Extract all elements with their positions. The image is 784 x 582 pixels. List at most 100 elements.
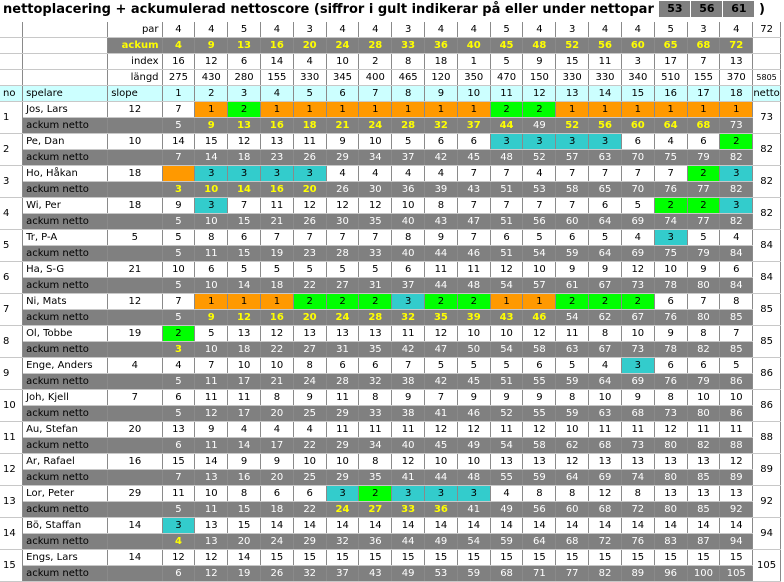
ackum-netto-hole-1: 5 [162, 373, 196, 390]
placement-hole-7: 8 [358, 389, 393, 406]
blank-cell [107, 533, 163, 550]
placement-hole-8: 10 [391, 197, 426, 214]
ackum-netto-hole-3: 19 [227, 565, 261, 582]
placement-hole-11: 15 [490, 549, 524, 566]
par-hole-9: 4 [424, 22, 458, 38]
ackum-netto-hole-16: 75 [654, 149, 688, 166]
hole-header-18: 18 [719, 85, 754, 102]
placement-hole-2: 1 [194, 293, 229, 310]
ackum-netto-hole-9: 47 [424, 341, 458, 358]
ackum-netto-hole-13: 64 [555, 469, 590, 486]
ackum-netto-hole-6: 29 [326, 437, 360, 454]
placement-hole-12: 2 [522, 101, 557, 118]
ackum-netto-hole-15: 74 [621, 469, 655, 486]
placement-hole-12: 5 [522, 229, 557, 246]
placement-hole-14: 6 [588, 197, 622, 214]
ackum-netto-hole-2: 9 [194, 309, 229, 326]
ackum-netto-hole-3: 20 [227, 533, 261, 550]
placement-hole-4: 4 [260, 421, 294, 438]
par-hole-3: 5 [227, 22, 261, 38]
ackum-netto-hole-6: 31 [326, 341, 360, 358]
placement-hole-5: 15 [293, 549, 327, 566]
placement-hole-4: 15 [260, 549, 294, 566]
placement-hole-15: 5 [621, 197, 655, 214]
placement-hole-5: 13 [293, 325, 327, 342]
player-no: 4 [0, 197, 24, 230]
player-name: Pe, Dan [22, 133, 109, 150]
placement-hole-2: 1 [194, 101, 229, 118]
placement-hole-5: 1 [293, 101, 327, 118]
ackum-netto-label: ackum netto [22, 117, 109, 134]
placement-hole-2: 8 [194, 229, 229, 246]
placement-hole-1: 7 [162, 293, 196, 310]
title-close: ) [758, 2, 765, 17]
player-slope: 7 [107, 389, 163, 406]
ackum-netto-hole-17: 85 [687, 501, 721, 518]
placement-hole-14: 1 [588, 101, 622, 118]
placement-hole-14: 12 [588, 485, 622, 502]
ackum-netto-hole-9: 45 [424, 437, 458, 454]
ackum-netto-hole-3: 14 [227, 437, 261, 454]
player-no: 1 [0, 101, 24, 134]
placement-hole-17: 5 [687, 229, 721, 246]
player-netto: 82 [752, 197, 781, 230]
placement-hole-9: 15 [424, 549, 458, 566]
blank-cell [107, 213, 163, 230]
ackum-netto-hole-8: 36 [391, 181, 426, 198]
ackum-netto-hole-1: 5 [162, 405, 196, 422]
index-hole-1: 16 [162, 53, 196, 70]
placement-hole-13: 10 [555, 421, 590, 438]
ackum-netto-hole-15: 73 [621, 437, 655, 454]
blank-cell [22, 53, 109, 70]
placement-hole-5: 8 [293, 357, 327, 374]
placement-hole-7: 12 [358, 197, 393, 214]
ackum-netto-hole-6: 32 [326, 533, 360, 550]
player-name: Ha, S-G [22, 261, 109, 278]
placement-hole-10: 10 [457, 325, 491, 342]
placement-hole-6: 4 [326, 165, 360, 182]
player-no: 5 [0, 229, 24, 262]
ackum-netto-hole-16: 64 [654, 117, 688, 134]
placement-hole-17: 7 [687, 293, 721, 310]
placement-hole-14: 7 [588, 165, 622, 182]
ackum-par-hole-6: 24 [326, 37, 360, 54]
hole-header-8: 8 [391, 85, 426, 102]
ackum-par-hole-8: 33 [391, 37, 426, 54]
ackum-netto-hole-3: 14 [227, 181, 261, 198]
placement-hole-15: 10 [621, 325, 655, 342]
placement-hole-15: 13 [621, 453, 655, 470]
ackum-netto-hole-9: 42 [424, 149, 458, 166]
index-hole-3: 6 [227, 53, 261, 70]
hole-header-16: 16 [654, 85, 688, 102]
ackum-netto-hole-1: 6 [162, 437, 196, 454]
player-slope: 21 [107, 261, 163, 278]
ackum-netto-hole-9: 44 [424, 245, 458, 262]
placement-hole-14: 10 [588, 389, 622, 406]
ackum-netto-hole-8: 44 [391, 533, 426, 550]
placement-hole-3: 6 [227, 229, 261, 246]
index-row: index 16 12 6 14 4 10 2 8 18 1 5 9 15 11 3 17 7 13 [0, 53, 781, 70]
no-header: no [0, 85, 24, 102]
langd-hole-9: 120 [424, 69, 458, 86]
ackum-netto-label: ackum netto [22, 437, 109, 454]
player-slope: 4 [107, 357, 163, 374]
placement-hole-6: 6 [326, 357, 360, 374]
placement-hole-3: 14 [227, 549, 261, 566]
placement-hole-16: 1 [654, 101, 688, 118]
ackum-par-hole-3: 13 [227, 37, 261, 54]
placement-hole-7: 4 [358, 165, 393, 182]
placement-hole-18: 6 [719, 261, 754, 278]
placement-hole-14: 5 [588, 229, 622, 246]
ackum-netto-hole-15: 67 [621, 309, 655, 326]
hole-header-13: 13 [555, 85, 590, 102]
ackum-netto-hole-1: 5 [162, 213, 196, 230]
player-netto: 73 [752, 101, 781, 134]
ackum-netto-hole-4: 21 [260, 213, 294, 230]
ackum-netto-hole-3: 14 [227, 277, 261, 294]
ackum-netto-hole-17: 100 [687, 565, 721, 582]
placement-hole-8: 3 [391, 485, 426, 502]
placement-hole-11: 5 [490, 357, 524, 374]
langd-total: 5805 [752, 69, 781, 86]
player-name: Bö, Staffan [22, 517, 109, 534]
placement-hole-8: 12 [391, 453, 426, 470]
